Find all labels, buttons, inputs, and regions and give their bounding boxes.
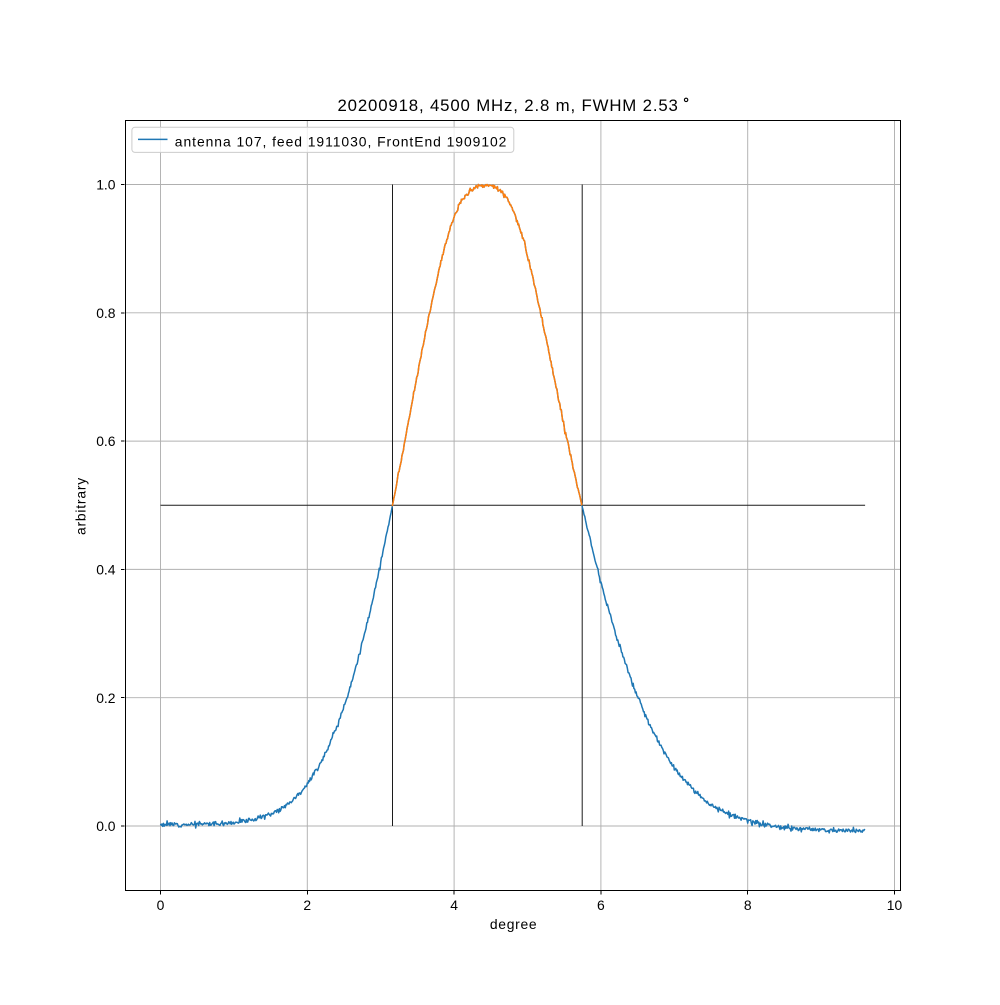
svg-text:antenna 107, feed 1911030, Fro: antenna 107, feed 1911030, FrontEnd 1909…: [175, 133, 508, 149]
svg-text:4: 4: [450, 897, 458, 913]
svg-text:8: 8: [744, 897, 752, 913]
svg-text:20200918, 4500 MHz, 2.8 m, FWH: 20200918, 4500 MHz, 2.8 m, FWHM 2.53: [338, 96, 679, 115]
svg-text:0.4: 0.4: [96, 561, 116, 577]
svg-text:0: 0: [157, 897, 165, 913]
svg-text:0.2: 0.2: [96, 690, 116, 706]
svg-text:0.8: 0.8: [96, 305, 116, 321]
svg-text:10: 10: [887, 897, 903, 913]
svg-text:1.0: 1.0: [96, 177, 116, 193]
svg-text:2: 2: [303, 897, 311, 913]
svg-text:0.6: 0.6: [96, 433, 116, 449]
svg-text:0.0: 0.0: [96, 818, 116, 834]
svg-text:6: 6: [597, 897, 605, 913]
svg-text:arbitrary: arbitrary: [72, 477, 88, 535]
svg-text:degree: degree: [490, 916, 537, 932]
